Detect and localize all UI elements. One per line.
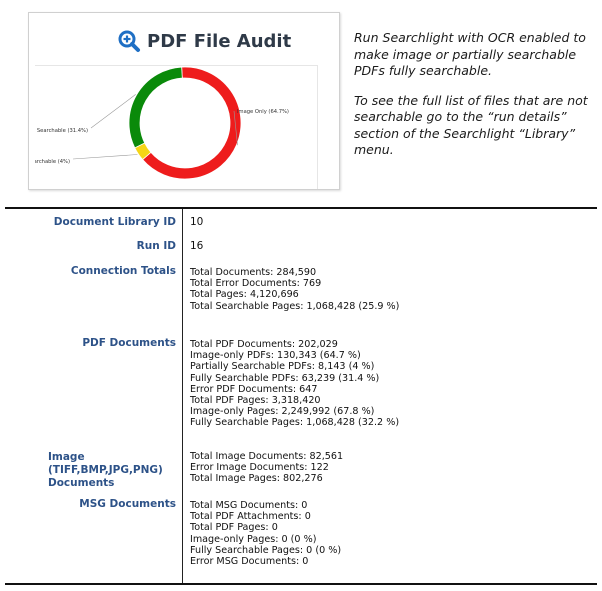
card-header: PDF File Audit [117,29,291,53]
image-stat-line: Total Image Pages: 802,276 [190,473,323,485]
image-documents-label: Image (TIFF,BMP,JPG,PNG) Documents [48,451,163,489]
run-id-value: 16 [190,240,204,252]
connection-total-line: Total Documents: 284,590 [190,267,317,278]
doc-library-id-label: Document Library ID [53,216,176,228]
msg-stat-line: Total MSG Documents: 0 [190,500,308,511]
pdf-stat-line: Fully Searchable PDFs: 63,239 (31.4 %) [190,372,380,384]
note-paragraph-1: Run Searchlight with OCR enabled to make… [354,30,586,78]
slice-label: Image Only (64.7%) [237,109,289,115]
msg-documents-label: MSG Documents [79,498,176,510]
pdf-stat-line: Total PDF Pages: 3,318,420 [190,394,321,406]
image-documents-values: Total Image Documents: 82,561 Error Imag… [190,451,343,485]
slice-leader-line [233,110,238,146]
msg-stat-line: Fully Searchable Pages: 0 (0 %) [190,544,342,556]
donut-chart: Image Only (64.7%) Partially Searchable (… [5,65,345,189]
pdf-stat-line: Image-only Pages: 2,249,992 (67.8 %) [190,406,375,418]
slice-label: Fully Searchable (31.4%) [35,128,88,134]
run-id-label: Run ID [136,240,176,252]
note-paragraph-2: To see the full list of files that are n… [354,92,588,158]
doc-library-id-value: 10 [190,216,204,228]
msg-stat-line: Total PDF Attachments: 0 [190,511,311,523]
pdf-audit-card: PDF File Audit Image Only (64.7%) Partial… [5,12,340,190]
pdf-stat-line: Partially Searchable PDFs: 8,143 (4 %) [190,361,375,373]
pdf-stat-line: Fully Searchable Pages: 1,068,428 (32.2 … [190,417,400,429]
connection-total-line: Total Searchable Pages: 1,068,428 (25.9 … [190,300,400,312]
connection-total-line: Total Error Documents: 769 [190,278,322,290]
msg-stat-line: Error MSG Documents: 0 [190,555,309,567]
pdf-stat-line: Image-only PDFs: 130,343 (64.7 %) [190,350,361,362]
msg-stat-line: Image-only Pages: 0 (0 %) [190,533,317,545]
slice-leader-line [90,94,136,129]
card-title: PDF File Audit [147,30,292,52]
table-column-divider [182,209,183,583]
connection-total-line: Total Pages: 4,120,696 [190,289,299,301]
table-top-rule [5,207,597,209]
msg-stat-line: Total PDF Pages: 0 [190,522,278,534]
table-bottom-rule [5,583,597,585]
pdf-documents-values: Total PDF Documents: 202,029 Image-only … [190,339,399,429]
pdf-stat-line: Error PDF Documents: 647 [190,383,318,395]
magnifier-plus-icon [118,30,140,52]
image-stat-line: Error Image Documents: 122 [190,462,329,474]
image-stat-line: Total Image Documents: 82,561 [190,451,344,462]
donut-chart-svg: Image Only (64.7%) Partially Searchable (… [5,65,318,189]
connection-totals-values: Total Documents: 284,590 Total Error Doc… [190,267,399,312]
connection-totals-label: Connection Totals [70,265,176,277]
slice-leader-line [72,154,138,160]
msg-documents-values: Total MSG Documents: 0 Total PDF Attachm… [190,500,341,567]
donut-slice [128,66,183,149]
pdf-stat-line: Total PDF Documents: 202,029 [190,339,338,350]
pdf-documents-label: PDF Documents [82,337,176,349]
slice-label: Partially Searchable (4%) [35,159,70,165]
ocr-instructions-note: Run Searchlight with OCR enabled to make… [354,30,594,172]
